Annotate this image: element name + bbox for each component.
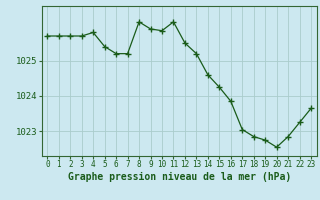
- X-axis label: Graphe pression niveau de la mer (hPa): Graphe pression niveau de la mer (hPa): [68, 172, 291, 182]
